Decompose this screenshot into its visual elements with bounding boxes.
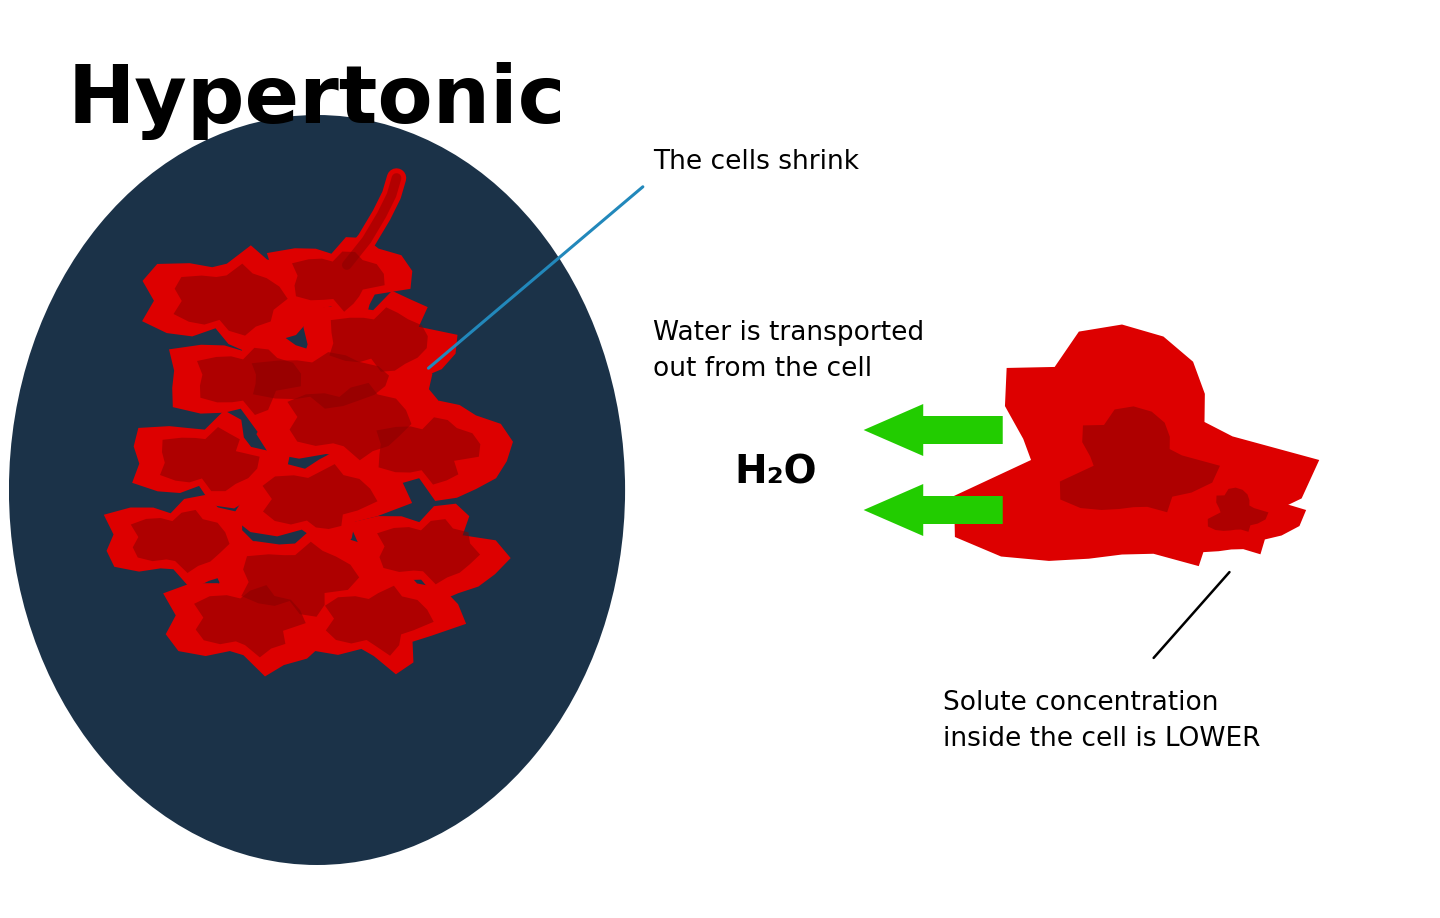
- Polygon shape: [376, 418, 481, 485]
- Polygon shape: [242, 542, 359, 617]
- Polygon shape: [132, 410, 289, 509]
- Polygon shape: [330, 308, 428, 372]
- Polygon shape: [864, 484, 1002, 536]
- Polygon shape: [266, 237, 412, 327]
- Ellipse shape: [9, 115, 625, 865]
- Text: Solute concentration
inside the cell is LOWER: Solute concentration inside the cell is …: [943, 690, 1260, 752]
- Polygon shape: [1060, 407, 1220, 512]
- Text: H₂O: H₂O: [734, 453, 816, 491]
- Polygon shape: [325, 586, 433, 655]
- Polygon shape: [1168, 453, 1306, 554]
- Polygon shape: [194, 585, 305, 657]
- Polygon shape: [955, 325, 1319, 566]
- Polygon shape: [131, 509, 229, 573]
- Polygon shape: [160, 427, 259, 491]
- Text: Hypertonic: Hypertonic: [68, 62, 566, 140]
- Polygon shape: [292, 252, 384, 312]
- Polygon shape: [143, 245, 323, 355]
- Polygon shape: [288, 383, 412, 460]
- Polygon shape: [348, 504, 511, 601]
- Text: The cells shrink: The cells shrink: [652, 149, 858, 175]
- Polygon shape: [197, 348, 301, 415]
- Polygon shape: [209, 522, 396, 637]
- Polygon shape: [348, 400, 513, 501]
- Polygon shape: [216, 338, 432, 422]
- Polygon shape: [104, 495, 259, 589]
- Polygon shape: [377, 519, 480, 585]
- Text: Water is transported
out from the cell: Water is transported out from the cell: [652, 320, 924, 382]
- Polygon shape: [168, 331, 334, 431]
- Polygon shape: [173, 263, 288, 336]
- Polygon shape: [302, 291, 458, 387]
- Polygon shape: [262, 465, 377, 529]
- Polygon shape: [252, 353, 389, 409]
- Polygon shape: [295, 568, 467, 675]
- Polygon shape: [253, 364, 449, 481]
- Polygon shape: [864, 404, 1002, 456]
- Polygon shape: [230, 446, 412, 556]
- Polygon shape: [163, 567, 338, 677]
- Polygon shape: [1208, 487, 1269, 532]
